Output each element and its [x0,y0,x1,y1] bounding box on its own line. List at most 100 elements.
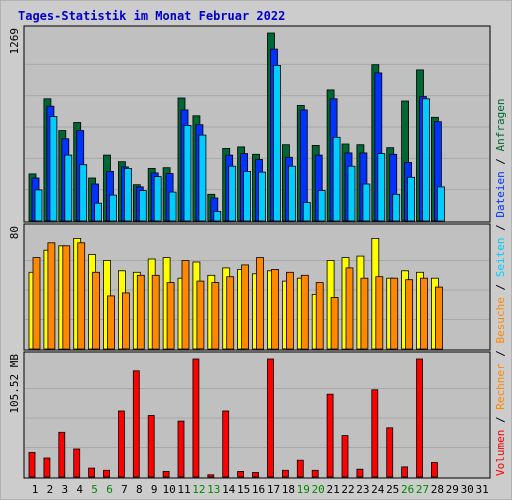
x-tick-label-day-20: 20 [312,483,325,496]
bar-rechner-day-7 [122,292,130,350]
bar-volumen-day-6 [103,469,110,478]
bar-rechner-day-24 [375,276,384,350]
bar-volumen-day-27 [416,358,423,478]
x-tick-label-day-15: 15 [237,483,250,496]
panel-top: 1269 [8,25,491,223]
bar-volumen-day-17 [267,358,274,478]
legend-entry-besuche: Besuche [494,297,507,343]
x-tick-label-day-13: 13 [207,483,220,496]
bar-seiten-day-10 [168,191,177,222]
bar-seiten-day-16 [258,171,266,222]
bar-rechner-day-12 [196,280,205,350]
bar-rechner-day-20 [315,282,324,350]
bar-volumen-day-10 [162,470,170,478]
bar-volumen-day-23 [356,468,364,478]
bar-volumen-day-4 [73,448,81,478]
legend-entry-volumen: Volumen [494,430,507,476]
bar-rechner-day-5 [92,271,100,350]
bar-volumen-day-11 [177,420,185,478]
y-max-label-top: 1269 [8,28,21,55]
x-tick-label-day-24: 24 [371,483,385,496]
bar-volumen-day-19 [296,459,304,478]
bar-rechner-day-18 [285,271,294,350]
legend-separator: / [494,344,507,364]
bar-seiten-day-27 [422,98,430,222]
bar-volumen-day-13 [207,474,215,478]
legend: Volumen / Rechner / Besuche / Seiten / D… [494,98,507,476]
bar-seiten-day-4 [79,164,88,222]
bar-rechner-day-23 [360,277,369,350]
bar-seiten-day-20 [317,190,326,222]
legend-entry-anfragen: Anfragen [494,98,507,151]
bar-volumen-day-22 [341,435,349,478]
x-tick-label-day-30: 30 [461,483,474,496]
bar-rechner-day-1 [32,257,41,350]
x-tick-label-day-26: 26 [401,483,414,496]
bar-seiten-day-24 [377,153,386,222]
x-tick-label-day-12: 12 [192,483,205,496]
bar-volumen-day-8 [132,370,140,478]
bar-seiten-day-21 [332,136,341,222]
x-tick-label-day-6: 6 [106,483,113,496]
bar-volumen-day-14 [222,410,230,478]
x-tick-label-day-27: 27 [416,483,429,496]
bar-volumen-day-12 [192,358,200,478]
x-tick-label-day-4: 4 [76,483,83,496]
bar-rechner-day-8 [136,274,145,350]
x-tick-label-day-31: 31 [475,483,488,496]
x-tick-label-day-21: 21 [326,483,339,496]
x-tick-label-day-5: 5 [91,483,98,496]
legend-entry-rechner: Rechner [494,363,507,410]
plot-area-bottom [23,351,491,479]
bar-volumen-day-26 [401,466,409,478]
bar-rechner-day-25 [390,277,399,350]
bar-seiten-day-6 [109,194,117,222]
bar-seiten-day-2 [49,116,58,222]
bar-rechner-day-11 [181,260,190,350]
y-max-label-bottom: 105.52 MB [8,354,21,414]
bar-volumen-day-18 [281,469,289,478]
bar-volumen-day-28 [430,462,438,478]
bar-seiten-day-26 [407,176,416,222]
bar-volumen-day-9 [147,415,155,478]
x-tick-label-day-11: 11 [177,483,190,496]
x-tick-label-day-14: 14 [222,483,236,496]
bar-seiten-day-18 [287,165,296,222]
legend-entry-dateien: Dateien [494,171,507,217]
bar-rechner-day-26 [405,279,414,350]
bar-rechner-day-3 [62,245,71,350]
x-tick-label-day-19: 19 [297,483,310,496]
x-tick-label-day-7: 7 [121,483,128,496]
bar-seiten-day-12 [198,134,207,222]
legend-separator: / [494,218,507,238]
x-tick-label-day-8: 8 [136,483,143,496]
x-tick-label-day-10: 10 [162,483,175,496]
legend-separator: / [494,410,507,430]
bar-rechner-day-22 [345,267,354,350]
bar-volumen-day-1 [28,451,36,478]
bar-rechner-day-16 [256,257,264,350]
x-tick-label-day-28: 28 [431,483,444,496]
bar-volumen-day-25 [386,427,394,478]
panel-bottom: 105.52 MB [8,351,491,479]
bar-volumen-day-16 [252,472,259,478]
bar-rechner-day-14 [226,276,235,350]
legend-separator: / [494,277,507,297]
bar-seiten-day-5 [94,202,102,222]
bar-seiten-day-3 [64,154,73,222]
legend-entry-seiten: Seiten [494,238,507,278]
bar-volumen-day-24 [371,389,379,478]
bar-seiten-day-14 [228,165,237,222]
x-tick-label-day-16: 16 [252,483,265,496]
bar-rechner-day-13 [211,282,220,350]
bar-volumen-day-3 [58,431,66,478]
bar-seiten-day-23 [362,183,371,222]
bar-volumen-day-5 [88,467,95,478]
bar-volumen-day-15 [237,470,245,478]
chart-title: Tages-Statistik im Monat Februar 2022 [18,9,285,23]
panel-middle: 80 [8,223,491,351]
bar-rechner-day-21 [330,296,339,350]
bar-seiten-day-7 [124,167,132,222]
bar-seiten-day-9 [153,176,162,222]
